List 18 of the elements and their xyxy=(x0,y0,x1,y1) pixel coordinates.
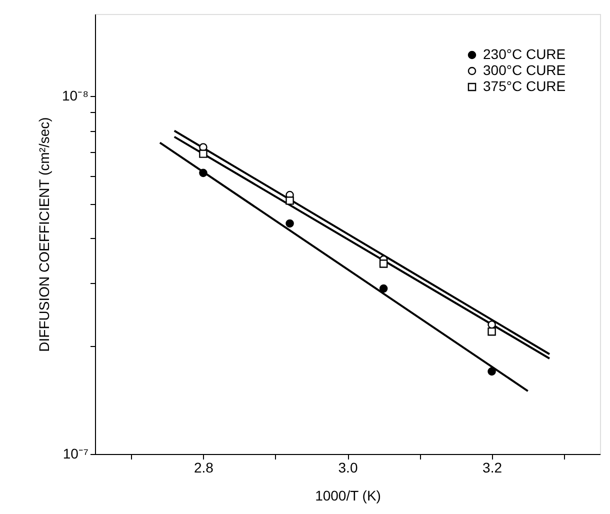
x-tick-label: 2.8 xyxy=(194,460,214,476)
y-tick-label: 10⁻⁷ xyxy=(62,446,88,462)
point xyxy=(488,327,496,336)
y-tick-label: 10⁻⁸ xyxy=(62,88,89,104)
legend-label: 230°C CURE xyxy=(483,46,566,62)
y-axis-title: DIFFUSION COEFFICIENT (cm²/sec) xyxy=(36,117,52,352)
point xyxy=(379,284,388,293)
point xyxy=(286,219,294,228)
x-tick-label: 3.2 xyxy=(482,460,502,476)
point xyxy=(379,260,388,268)
legend-label: 375°C CURE xyxy=(483,78,566,94)
point xyxy=(488,367,496,376)
x-tick-label: 3.0 xyxy=(338,460,358,476)
legend-label: 300°C CURE xyxy=(483,62,566,78)
point xyxy=(199,150,208,158)
point xyxy=(199,168,208,178)
x-axis-title: 1000/T (K) xyxy=(315,488,381,504)
point xyxy=(286,196,294,205)
